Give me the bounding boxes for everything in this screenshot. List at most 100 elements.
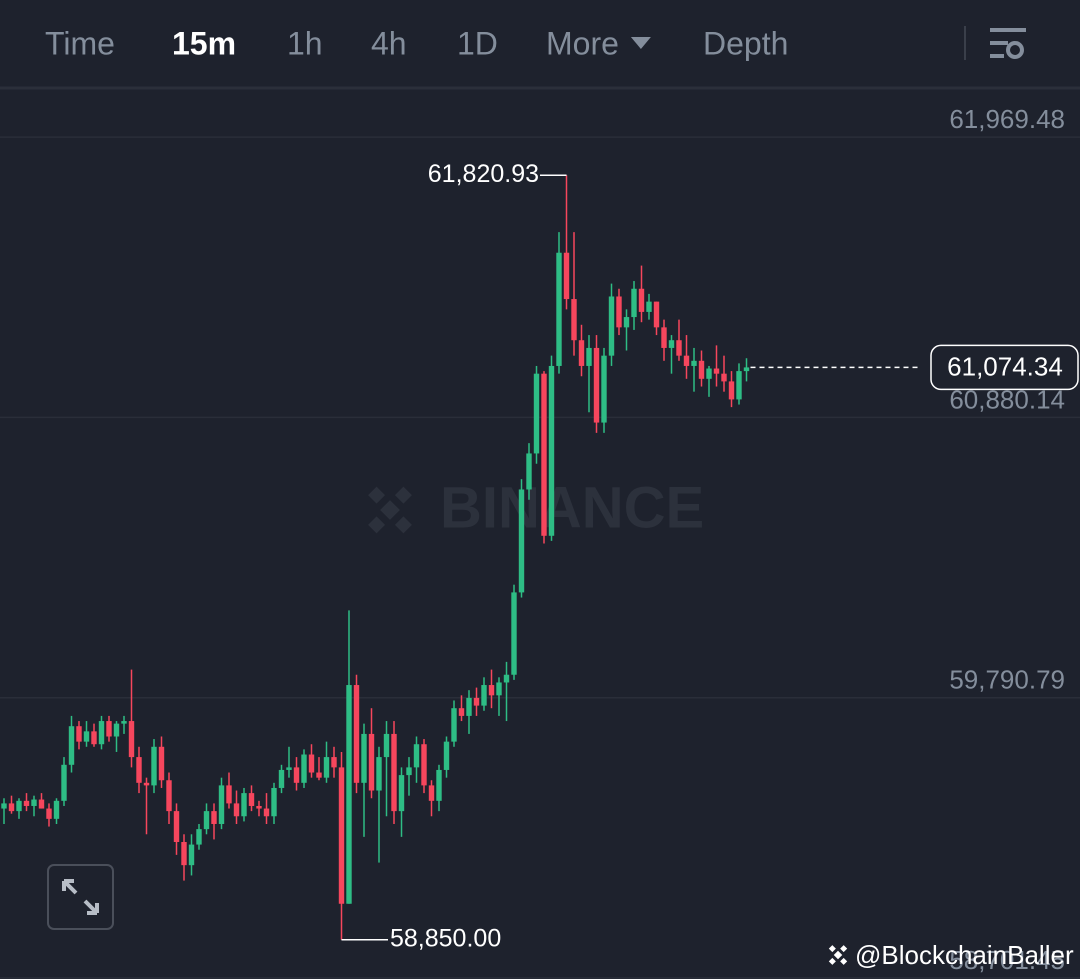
- candle-body: [428, 785, 435, 801]
- candle-body: [721, 373, 727, 382]
- candle-body: [61, 764, 67, 801]
- candle-body: [406, 767, 412, 776]
- expand-button[interactable]: [47, 864, 114, 930]
- tab[interactable]: Time: [45, 25, 115, 61]
- tab[interactable]: 4h: [371, 25, 407, 61]
- candle-body: [211, 811, 217, 824]
- candle-body: [736, 371, 742, 400]
- candle-body: [113, 723, 120, 737]
- candle-body: [706, 368, 712, 379]
- candle-body: [188, 844, 195, 866]
- candle-body: [1, 803, 7, 809]
- candle-body: [473, 697, 480, 706]
- candle-body: [346, 685, 352, 904]
- candle-body: [16, 800, 22, 812]
- candle-body: [76, 726, 82, 742]
- candle-body: [98, 721, 105, 745]
- watermark-text: BINANCE: [440, 475, 704, 540]
- candle-body: [106, 721, 112, 737]
- dropdown-arrow: [630, 37, 651, 49]
- candle-body: [143, 782, 150, 786]
- candle-body: [533, 373, 540, 454]
- candle-body: [248, 793, 255, 806]
- candle-body: [301, 754, 307, 783]
- candle-body: [676, 340, 682, 356]
- settings-icon[interactable]: [990, 28, 1026, 59]
- candle-body: [38, 799, 45, 809]
- tab[interactable]: More: [546, 25, 619, 61]
- candle-body: [203, 811, 210, 830]
- credit: @BlockchainBaller: [828, 940, 1074, 970]
- candle-body: [646, 301, 652, 312]
- candle-body: [691, 360, 697, 366]
- candle-body: [563, 252, 570, 300]
- candle-body: [653, 301, 660, 328]
- candle-body: [8, 803, 15, 812]
- tab[interactable]: 1h: [287, 25, 323, 61]
- candle-body: [443, 741, 450, 770]
- candle-body: [571, 299, 577, 341]
- candle-body: [293, 767, 300, 783]
- credit-text: @BlockchainBaller: [855, 940, 1074, 970]
- candle-body: [488, 685, 495, 696]
- candle-body: [271, 787, 277, 817]
- candle-body: [586, 347, 592, 366]
- candle-body: [518, 489, 525, 593]
- candle-body: [421, 744, 427, 786]
- candle-body: [308, 754, 315, 773]
- candle-body: [46, 808, 52, 819]
- candle-body: [683, 355, 690, 366]
- candle-body: [668, 340, 675, 348]
- candle-body: [556, 252, 562, 366]
- candle-body: [578, 340, 585, 366]
- candle-body: [368, 733, 375, 791]
- candle-body: [23, 800, 30, 806]
- candle-body: [631, 288, 637, 318]
- candle-body: [616, 296, 622, 328]
- candle-body: [128, 721, 135, 758]
- candle-body: [383, 733, 390, 758]
- candle-body: [391, 733, 397, 812]
- candle-body: [548, 365, 555, 536]
- candle-body: [436, 769, 442, 801]
- candle-body: [233, 803, 240, 817]
- candle-body: [713, 368, 720, 374]
- y-tick-label: 58,701.45: [949, 945, 1065, 975]
- candle-body: [323, 757, 330, 778]
- candle-body: [623, 317, 630, 328]
- candle-body: [158, 746, 165, 781]
- candle-body: [728, 381, 735, 400]
- y-tick-label: 61,969.48: [949, 104, 1065, 134]
- candle-body: [526, 453, 532, 490]
- candle-body: [413, 744, 420, 768]
- candle-body: [91, 731, 97, 745]
- candle-body: [256, 805, 262, 809]
- tab[interactable]: 1D: [457, 25, 498, 61]
- candle-body: [593, 347, 600, 423]
- candle-body: [196, 829, 202, 845]
- tab[interactable]: Depth: [703, 25, 788, 61]
- last-price-box: [930, 344, 1079, 391]
- y-tick-label: 59,790.79: [949, 665, 1065, 695]
- candle-body: [286, 767, 292, 770]
- candle-body: [496, 682, 502, 696]
- candle-body: [263, 808, 270, 817]
- plot-area: 61,969.4860,880.1459,790.7958,701.4561,8…: [0, 104, 1080, 979]
- low-marker-label: 58,850.00: [390, 924, 501, 952]
- tab[interactable]: 15m: [172, 25, 236, 61]
- candle-body: [68, 726, 75, 765]
- candle-body: [638, 288, 645, 312]
- candle-body: [608, 296, 615, 356]
- candle-body: [241, 793, 247, 817]
- candle-body: [316, 772, 322, 778]
- candle-body: [458, 708, 465, 716]
- candle-body: [661, 327, 667, 348]
- candle-body: [743, 367, 750, 372]
- candle-body: [53, 800, 60, 819]
- candle-body: [173, 811, 180, 843]
- candle-body: [278, 769, 285, 788]
- candle-body: [466, 697, 472, 716]
- candle-body: [151, 746, 157, 786]
- high-marker-label: 61,820.93: [428, 160, 539, 188]
- candle-body: [481, 685, 487, 706]
